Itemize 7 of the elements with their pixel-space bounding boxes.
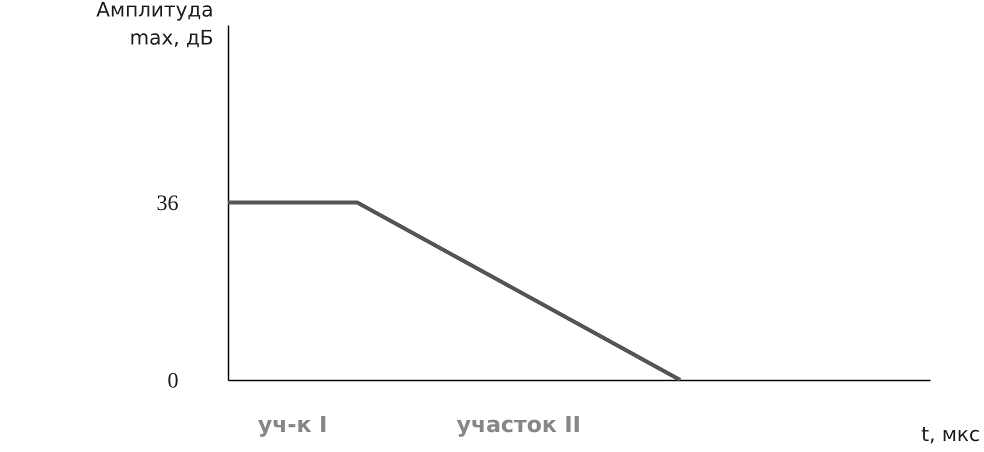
y-tick-label: 36 (156, 190, 178, 215)
y-tick-label: 0 (168, 368, 178, 392)
y-axis-title: Амплитуда max, дБ (96, 0, 214, 50)
line-series (226, 200, 682, 382)
text: t, мкс (921, 422, 980, 446)
text: участок II (456, 413, 581, 438)
text: уч-к I (258, 413, 328, 438)
